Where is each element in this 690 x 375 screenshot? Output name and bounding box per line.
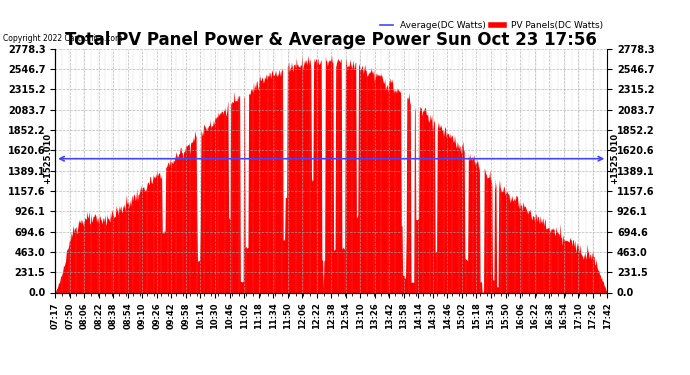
Text: Copyright 2022 Cartronics.com: Copyright 2022 Cartronics.com <box>3 34 123 43</box>
Legend: Average(DC Watts), PV Panels(DC Watts): Average(DC Watts), PV Panels(DC Watts) <box>376 17 607 33</box>
Text: +1525.010: +1525.010 <box>43 133 52 184</box>
Text: +1525.010: +1525.010 <box>610 133 619 184</box>
Title: Total PV Panel Power & Average Power Sun Oct 23 17:56: Total PV Panel Power & Average Power Sun… <box>66 31 597 49</box>
